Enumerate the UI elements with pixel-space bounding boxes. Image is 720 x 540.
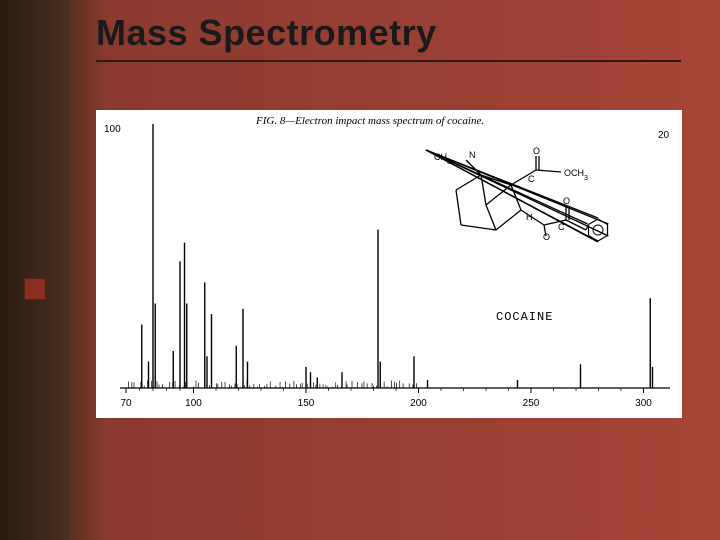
chem-atom-label: C — [528, 174, 535, 184]
spectrum-svg: FIG. 8—Electron impact mass spectrum of … — [96, 110, 682, 418]
bullet-square-icon — [24, 278, 46, 300]
mass-spectrum-figure: FIG. 8—Electron impact mass spectrum of … — [96, 110, 682, 418]
left-decorative-band — [0, 0, 70, 540]
x-tick-label: 200 — [410, 398, 427, 409]
x-tick-label: 150 — [298, 398, 315, 409]
chem-atom-label: H — [526, 212, 533, 222]
x-axis: 70 100 150 200 250 300 — [120, 388, 670, 409]
spectrum-peaks — [142, 124, 653, 388]
title-underline — [96, 60, 681, 62]
chem-atom-label: O — [543, 232, 550, 242]
x-tick-label: 250 — [523, 398, 540, 409]
chem-atom-label: O — [533, 146, 540, 156]
y-axis-left-label: 100 — [104, 124, 121, 135]
chemical-structure: CH3NOOCH3CHOCO — [426, 146, 608, 242]
compound-name: COCAINE — [496, 310, 553, 324]
figure-caption: FIG. 8—Electron impact mass spectrum of … — [255, 115, 484, 127]
y-axis-right-label: 20 — [658, 130, 670, 141]
x-tick-label: 70 — [120, 398, 132, 409]
slide-title: Mass Spectrometry — [96, 12, 656, 54]
chem-atom-label: N — [469, 150, 476, 160]
x-tick-label: 300 — [635, 398, 652, 409]
baseline-noise — [128, 380, 416, 388]
x-tick-label: 100 — [185, 398, 202, 409]
title-area: Mass Spectrometry — [96, 12, 656, 62]
chem-atom-label: OCH3 — [564, 168, 588, 182]
